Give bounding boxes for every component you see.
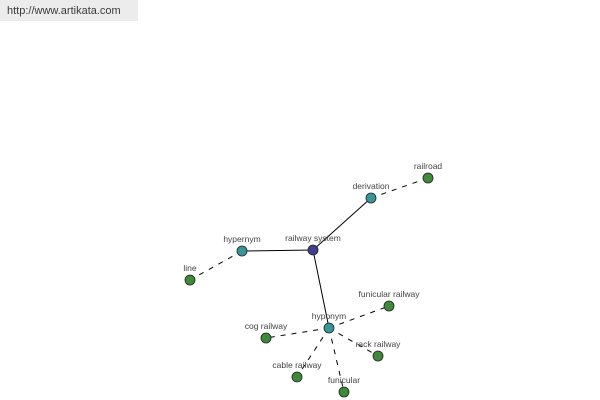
node-derivation[interactable] [365,192,377,204]
node-label-cog-railway[interactable]: cog railway [245,321,288,331]
node-rack-railway[interactable] [372,350,384,362]
edge-railway-system-hyponym [312,249,330,329]
edge-railway-system-hypernym [241,249,314,252]
edge-hypernym-line [189,250,243,281]
node-cable-railway[interactable] [291,371,303,383]
node-line[interactable] [184,274,196,286]
edge-hyponym-rack-railway [328,327,379,357]
node-railroad[interactable] [422,172,434,184]
node-label-hypernym[interactable]: hypernym [223,234,260,244]
node-label-rack-railway[interactable]: rack railway [356,339,402,349]
node-cog-railway[interactable] [260,332,272,344]
node-funicular[interactable] [338,386,350,398]
node-label-railway-system[interactable]: railway system [285,233,341,243]
watermark-url: http://www.artikata.com [0,0,138,21]
node-hyponym[interactable] [323,322,335,334]
edge-hyponym-cable-railway [296,327,330,378]
node-label-funicular[interactable]: funicular [328,375,360,385]
node-label-railroad[interactable]: railroad [414,161,443,171]
node-label-hyponym[interactable]: hyponym [312,311,347,321]
node-railway-system[interactable] [307,244,319,256]
node-label-funicular-railway[interactable]: funicular railway [359,289,421,299]
node-label-cable-railway[interactable]: cable railway [272,360,322,370]
node-label-line[interactable]: line [183,263,197,273]
node-funicular-railway[interactable] [383,300,395,312]
node-hypernym[interactable] [236,245,248,257]
node-label-derivation[interactable]: derivation [353,181,390,191]
edge-railway-system-derivation [312,197,372,251]
